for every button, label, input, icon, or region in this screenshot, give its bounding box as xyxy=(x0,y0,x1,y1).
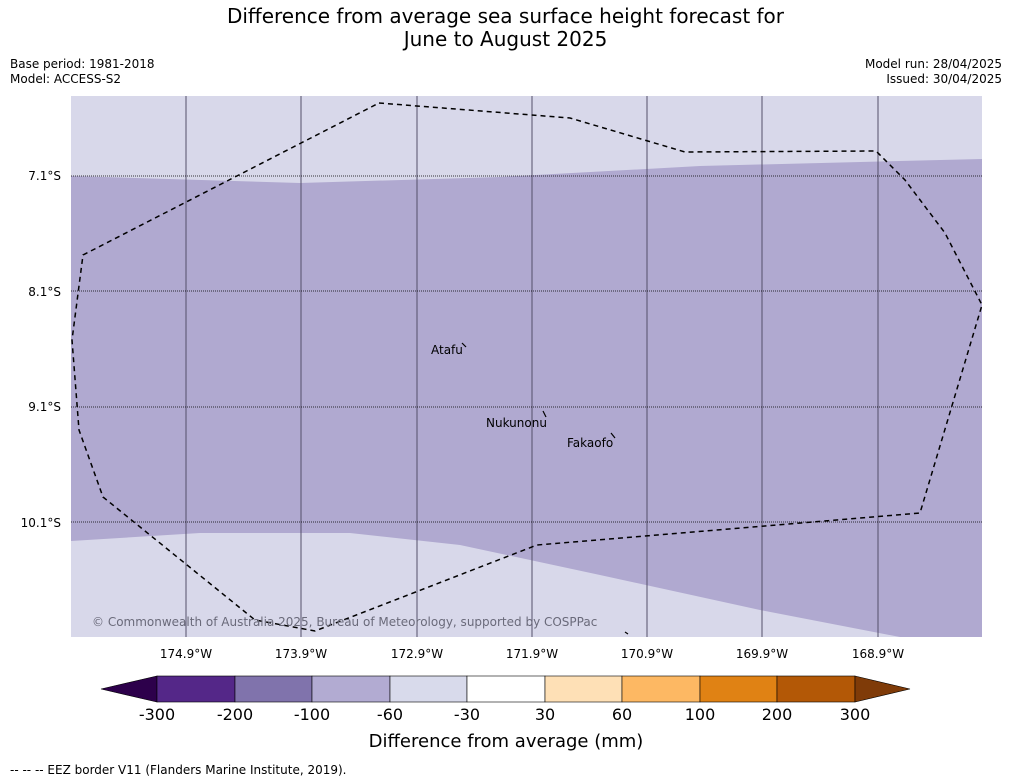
colorbar-tick-2: -200 xyxy=(217,705,253,724)
place-label-nukunonu: Nukunonu xyxy=(486,416,547,430)
colorbar-segment-2 xyxy=(234,675,313,703)
small-island-shape xyxy=(624,631,629,635)
lat-label-7-1s: 7.1°S xyxy=(28,169,61,183)
lon-label-168-9w: 168.9°W xyxy=(852,647,904,661)
lat-label-8-1s: 8.1°S xyxy=(28,285,61,299)
model-name: Model: ACCESS-S2 xyxy=(10,72,122,86)
map-title: Difference from average sea surface heig… xyxy=(0,5,1011,51)
place-label-fakaofo: Fakaofo xyxy=(567,436,613,450)
eez-border xyxy=(71,102,983,632)
colorbar-segment-7 xyxy=(621,675,701,703)
longitude-labels: 174.9°W 173.9°W 172.9°W 171.9°W 170.9°W … xyxy=(160,647,904,661)
meta-right: Model run: 28/04/2025 Issued: 30/04/2025 xyxy=(865,57,1002,87)
colorbar-segment-1 xyxy=(156,675,236,703)
colorbar-tick-6: 30 xyxy=(535,705,555,724)
lat-label-9-1s: 9.1°S xyxy=(28,400,61,414)
map-title-line-1: Difference from average sea surface heig… xyxy=(226,4,785,28)
model-run: Model run: 28/04/2025 xyxy=(864,57,1002,71)
colorbar-tick-7: 60 xyxy=(612,705,632,724)
colorbar-tick-5: -30 xyxy=(454,705,480,724)
colorbar-label: Difference from average (mm) xyxy=(369,731,644,752)
colorbar-tick-3: -100 xyxy=(294,705,330,724)
eez-legend-note: -- -- -- EEZ border V11 (Flanders Marine… xyxy=(10,763,347,777)
colorbar-tick-10: 300 xyxy=(840,705,871,724)
anomaly-band xyxy=(71,159,982,637)
lat-label-10-1s: 10.1°S xyxy=(21,516,61,530)
place-label-atafu: Atafu xyxy=(431,343,463,357)
islands xyxy=(461,342,629,635)
latitude-labels: 7.1°S 8.1°S 9.1°S 10.1°S xyxy=(21,169,61,530)
colorbar-segment-5 xyxy=(466,675,546,703)
colorbar-tick-1: -300 xyxy=(139,705,175,724)
lon-label-173-9w: 173.9°W xyxy=(275,647,327,661)
fakaofo-island-shape xyxy=(610,432,616,439)
colorbar-tick-4: -60 xyxy=(377,705,403,724)
map-title-line-2: June to August 2025 xyxy=(403,27,608,51)
lon-label-174-9w: 174.9°W xyxy=(160,647,212,661)
base-period: Base period: 1981-2018 xyxy=(10,57,155,71)
lon-label-172-9w: 172.9°W xyxy=(391,647,443,661)
nukunonu-island-shape xyxy=(542,410,547,418)
atafu-island-shape xyxy=(461,342,467,348)
colorbar-segment-6 xyxy=(544,675,623,703)
map-panel: Atafu Nukunonu Fakaofo © Commonwealth of… xyxy=(71,96,983,637)
place-labels: Atafu Nukunonu Fakaofo xyxy=(431,343,613,450)
colorbar-segment-4 xyxy=(389,675,468,703)
colorbar-extend-high xyxy=(854,675,911,703)
colorbar-segment-9 xyxy=(776,675,856,703)
colorbar-segment-8 xyxy=(699,675,778,703)
lon-label-170-9w: 170.9°W xyxy=(621,647,673,661)
lon-label-169-9w: 169.9°W xyxy=(736,647,788,661)
issued-date: Issued: 30/04/2025 xyxy=(886,72,1002,86)
colorbar-segment-3 xyxy=(311,675,391,703)
lon-label-171-9w: 171.9°W xyxy=(506,647,558,661)
meridian-lines xyxy=(185,96,879,637)
colorbar-tick-9: 200 xyxy=(762,705,793,724)
colorbar-ticks: -300 -200 -100 -60 -30 30 60 100 200 300 xyxy=(139,705,870,724)
colorbar-extend-low xyxy=(100,675,158,703)
colorbar: -300 -200 -100 -60 -30 30 60 100 200 300… xyxy=(100,675,911,752)
colorbar-tick-8: 100 xyxy=(685,705,716,724)
meta-left: Base period: 1981-2018 Model: ACCESS-S2 xyxy=(10,57,155,87)
copyright-notice: © Commonwealth of Australia 2025, Bureau… xyxy=(92,615,597,629)
